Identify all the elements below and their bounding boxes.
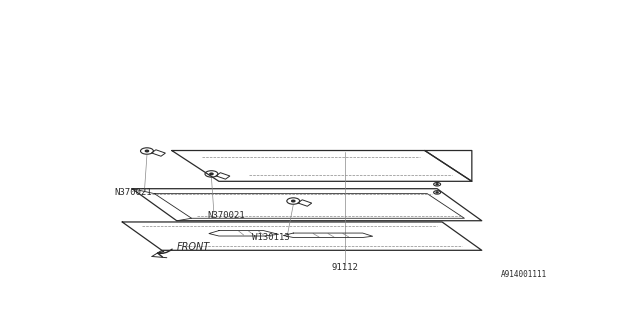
Text: 91112: 91112 — [332, 263, 359, 272]
Text: A914001111: A914001111 — [500, 270, 547, 279]
Circle shape — [436, 192, 438, 193]
Text: FRONT: FRONT — [177, 242, 211, 252]
Text: N370021: N370021 — [115, 188, 152, 197]
Circle shape — [210, 173, 213, 175]
Circle shape — [436, 184, 438, 185]
Text: W130113: W130113 — [252, 233, 290, 242]
Circle shape — [145, 150, 148, 152]
Bar — [152, 150, 165, 156]
Text: N370021: N370021 — [207, 211, 245, 220]
Bar — [216, 173, 230, 179]
Circle shape — [292, 200, 295, 202]
Bar — [298, 200, 312, 206]
